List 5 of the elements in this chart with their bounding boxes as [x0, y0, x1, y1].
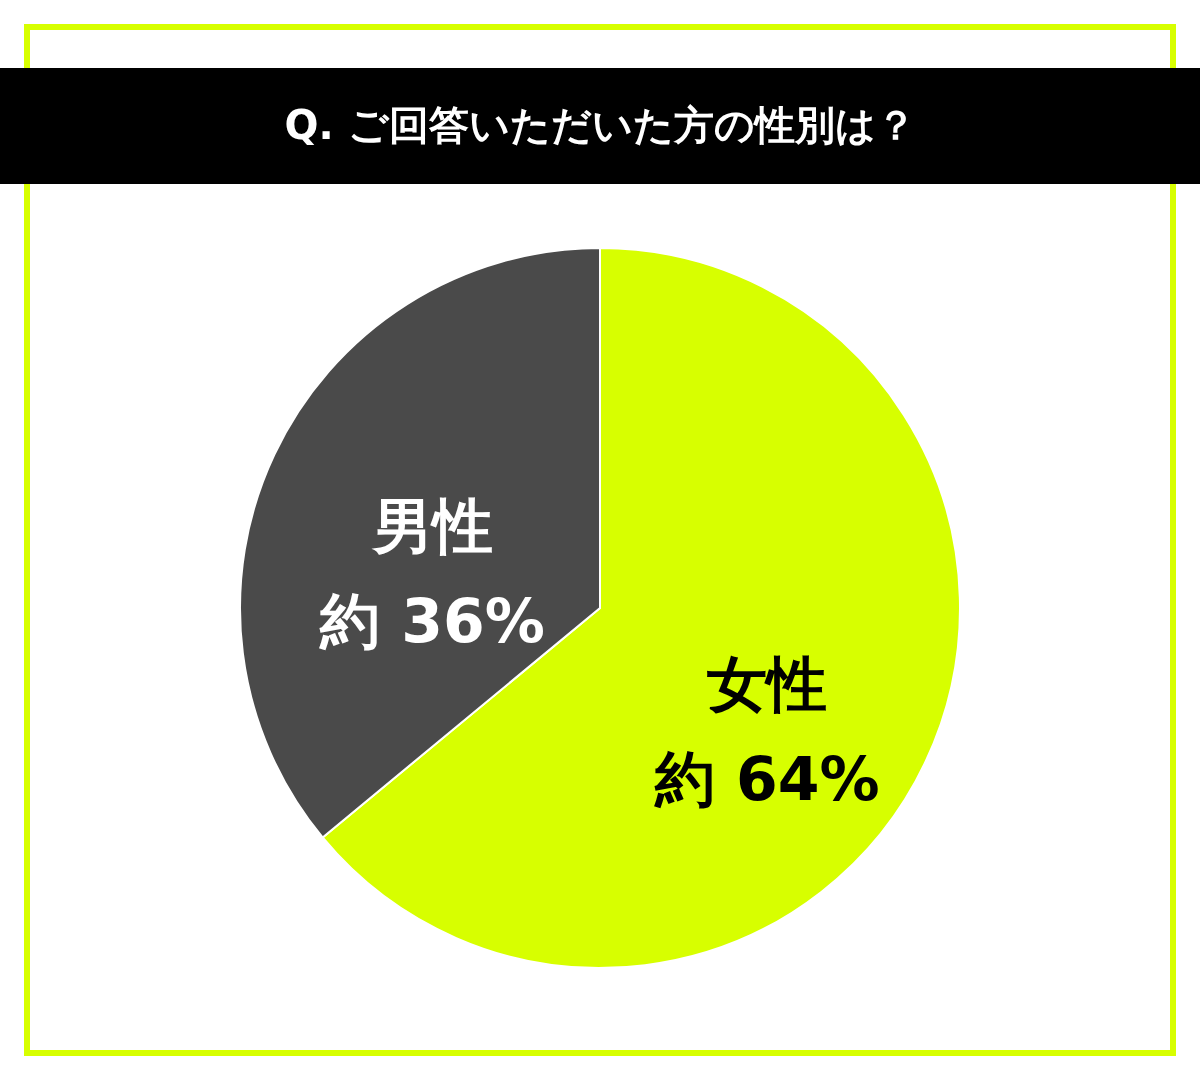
- slice-label: 女性: [707, 648, 828, 719]
- chart-title: Q. ご回答いただいた方の性別は？: [284, 102, 916, 148]
- slice-label: 男性: [370, 491, 493, 562]
- data-label: 約 36%: [319, 586, 545, 657]
- data-label: 約 64%: [654, 743, 880, 814]
